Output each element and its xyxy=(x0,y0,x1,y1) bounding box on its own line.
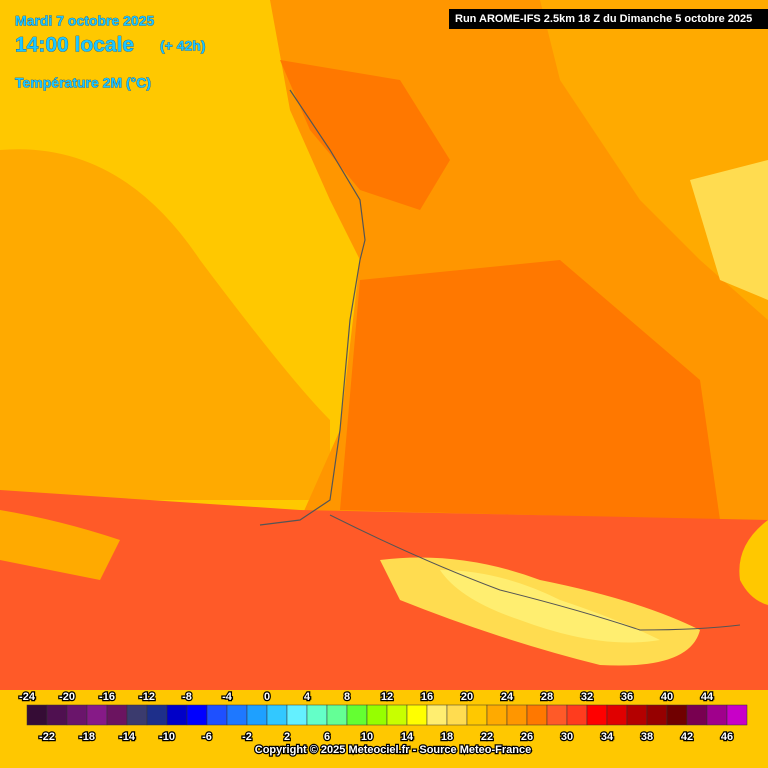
legend-swatch xyxy=(226,704,248,726)
legend-label: 0 xyxy=(264,691,270,703)
date: Mardi 7 octobre 2025 xyxy=(15,13,154,29)
legend-label: -24 xyxy=(19,691,36,703)
legend-swatch xyxy=(86,704,108,726)
legend-label: 10 xyxy=(361,731,373,743)
legend-swatch xyxy=(546,704,568,726)
legend-label: 30 xyxy=(561,731,573,743)
legend-swatch xyxy=(266,704,288,726)
legend-swatch xyxy=(446,704,468,726)
legend-label: 38 xyxy=(641,731,653,743)
legend-label: -18 xyxy=(79,731,95,743)
legend-label: 34 xyxy=(601,731,614,743)
legend-label: -10 xyxy=(159,731,175,743)
legend-label: 46 xyxy=(721,731,733,743)
lead-time: (+ 42h) xyxy=(160,38,206,54)
legend-label: 18 xyxy=(441,731,453,743)
legend-swatch xyxy=(286,704,308,726)
legend-label: 44 xyxy=(701,691,714,703)
legend-swatch xyxy=(646,704,668,726)
legend-label: 28 xyxy=(541,691,553,703)
legend-swatch xyxy=(526,704,548,726)
legend-swatch xyxy=(606,704,628,726)
legend-label: -20 xyxy=(59,691,75,703)
legend-label: 12 xyxy=(381,691,393,703)
legend-label: 6 xyxy=(324,731,330,743)
legend-swatch xyxy=(466,704,488,726)
legend-swatch xyxy=(206,704,228,726)
legend-swatch xyxy=(426,704,448,726)
legend-label: -14 xyxy=(119,731,136,743)
time: 14:00 locale xyxy=(15,34,134,57)
legend-swatch xyxy=(306,704,328,726)
legend-label: 40 xyxy=(661,691,673,703)
legend-label: 26 xyxy=(521,731,533,743)
legend-swatch xyxy=(326,704,348,726)
legend-label: 8 xyxy=(344,691,350,703)
legend-label: -2 xyxy=(242,731,252,743)
run-banner xyxy=(449,9,768,29)
copyright: Copyright © 2025 Meteociel.fr - Source M… xyxy=(255,744,531,756)
legend-label: 36 xyxy=(621,691,633,703)
legend-swatch xyxy=(346,704,368,726)
legend-swatch xyxy=(666,704,688,726)
legend-swatch xyxy=(46,704,68,726)
legend-label: 22 xyxy=(481,731,493,743)
legend-swatch xyxy=(586,704,608,726)
legend-label: -12 xyxy=(139,691,155,703)
mountains xyxy=(0,510,120,580)
legend-label: -4 xyxy=(222,691,233,703)
legend-swatch xyxy=(386,704,408,726)
legend-label: -8 xyxy=(182,691,192,703)
field-name: Température 2M (°C) xyxy=(15,75,151,91)
legend-label: -16 xyxy=(99,691,115,703)
legend-swatch xyxy=(626,704,648,726)
legend-swatch xyxy=(506,704,528,726)
land-cool xyxy=(690,160,768,300)
legend-swatch xyxy=(706,704,728,726)
legend-label: 2 xyxy=(284,731,290,743)
legend-label: 20 xyxy=(461,691,473,703)
run-info: Run AROME-IFS 2.5km 18 Z du Dimanche 5 o… xyxy=(455,13,752,25)
coastline xyxy=(259,89,366,526)
legend-swatch xyxy=(106,704,128,726)
legend-swatch xyxy=(366,704,388,726)
sea-mediterranean xyxy=(739,520,768,605)
legend-label: -22 xyxy=(39,731,55,743)
legend-swatch xyxy=(26,704,48,726)
legend-swatch xyxy=(406,704,428,726)
legend-swatch xyxy=(126,704,148,726)
legend-swatch xyxy=(486,704,508,726)
legend-swatch xyxy=(166,704,188,726)
land-warm xyxy=(340,260,720,520)
legend-swatch xyxy=(146,704,168,726)
legend-label: 24 xyxy=(501,691,514,703)
legend-swatch xyxy=(566,704,588,726)
legend-label: -6 xyxy=(202,731,212,743)
legend-label: 16 xyxy=(421,691,433,703)
legend-label: 42 xyxy=(681,731,693,743)
legend-swatch xyxy=(186,704,208,726)
legend-swatch xyxy=(686,704,708,726)
border xyxy=(329,514,741,631)
legend-swatch xyxy=(246,704,268,726)
legend-label: 14 xyxy=(401,731,414,743)
ocean-warm xyxy=(0,149,330,500)
legend-label: 32 xyxy=(581,691,593,703)
legend-swatch xyxy=(726,704,748,726)
legend-label: 4 xyxy=(304,691,311,703)
land-warm xyxy=(280,60,450,210)
legend-swatch xyxy=(66,704,88,726)
